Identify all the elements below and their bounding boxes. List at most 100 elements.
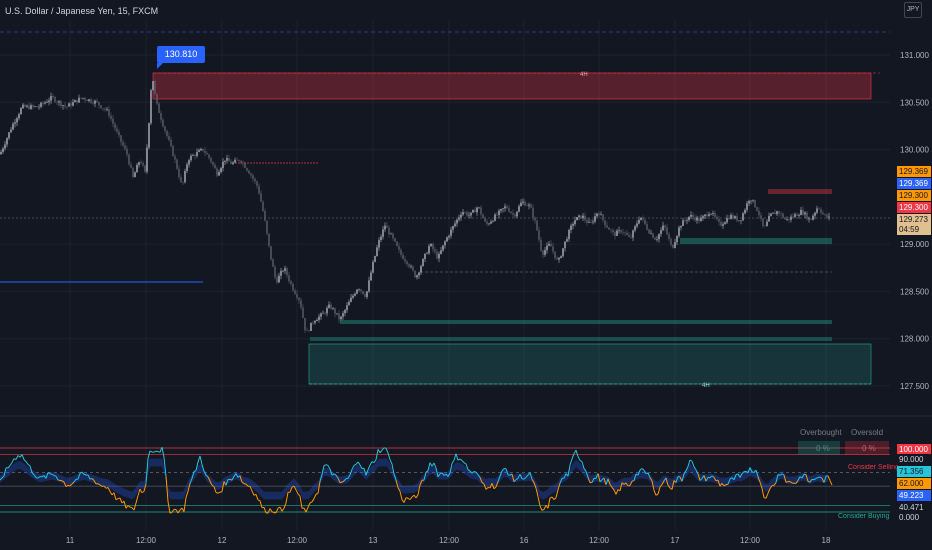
osc-line-segment [655,493,659,496]
osc-line-segment [107,487,111,492]
candle-body [350,297,352,302]
osc-line-segment [249,486,253,492]
osc-line-segment [191,471,195,479]
osc-line-segment [309,501,313,504]
y-tick-label: 127.500 [900,382,929,391]
candle-body [410,266,412,268]
candle-body [610,229,612,231]
x-tick-label: 13 [369,536,378,545]
candle-body [618,230,620,231]
osc-line-segment [779,473,783,476]
osc-line-segment [313,494,317,499]
osc-line-segment [643,470,647,474]
osc-line-segment [697,473,701,481]
candle-body [60,101,62,106]
currency-badge[interactable]: JPY [904,2,922,18]
osc-line-segment [397,487,401,492]
candle-body [94,100,96,104]
osc-line-segment [291,485,295,488]
candle-body [826,214,828,218]
osc-line-segment [449,463,453,473]
y-tick-label: 128.000 [900,335,929,344]
osc-line-segment [289,487,293,493]
osc-line-segment [53,475,57,477]
osc-line-segment [769,485,773,489]
osc-line-segment [661,480,665,485]
osc-line-segment [543,505,547,510]
candle-body [730,214,732,219]
osc-line-segment [777,474,781,476]
osc-line-segment [733,474,737,480]
candle-body [402,254,404,260]
candle-body [230,161,232,164]
osc-line-segment [549,496,553,499]
candle-body [804,212,806,215]
candle-body [780,213,782,214]
candle-body [540,239,542,251]
candle-body [664,225,666,228]
candle-body [158,103,160,114]
osc-line-segment [619,482,623,491]
box-right-value: 0 % [862,444,876,453]
candle-body [304,317,306,331]
candle-body [148,123,150,148]
osc-line-segment [67,484,71,487]
candle-body [584,215,586,221]
candle-body [596,213,598,217]
axis-tag-high: 129.369 [897,166,931,177]
candle-body [444,241,446,246]
candle-body [296,293,298,298]
candle-body [6,138,8,145]
candle-body [714,213,716,217]
osc-line-segment [29,465,33,473]
candle-body [264,211,266,221]
osc-line-segment [93,480,97,485]
candle-body [748,201,750,204]
osc-line-segment [83,473,87,476]
candle-body [794,214,796,218]
osc-line-segment [209,480,213,486]
osc-line-segment [595,473,599,479]
osc-line-segment [469,470,473,474]
candle-body [220,168,222,173]
demand-zone-small [680,238,832,244]
osc-line-segment [311,498,315,503]
osc-line-segment [525,474,529,478]
candle-body [318,316,320,320]
osc-line-segment [559,478,563,484]
osc-line-segment [205,474,209,478]
osc-line-segment [765,493,769,499]
osc-line-segment [393,474,397,481]
candle-body [50,96,52,101]
osc-line-segment [659,484,663,488]
x-tick-label: 12:00 [287,536,308,545]
osc-line-segment [65,484,69,488]
candle-body [68,103,70,107]
osc-line-segment [775,474,779,483]
osc-line-segment [325,464,329,466]
x-tick-label: 16 [520,536,529,545]
candle-body [600,214,602,216]
osc-line-segment [717,479,721,487]
symbol-title[interactable]: U.S. Dollar / Japanese Yen, 15, FXCM [5,6,159,16]
candle-body [628,235,630,237]
candle-body [180,177,182,183]
candle-body [654,237,656,240]
osc-line-segment [789,481,793,484]
osc-line-segment [671,480,675,490]
candle-body [288,275,290,282]
osc-line-segment [381,447,385,451]
candle-body [306,330,308,331]
candle-body [54,97,56,102]
candle-body [346,305,348,311]
osc-line-segment [713,477,717,481]
osc-line-segment [585,471,589,478]
osc-line-segment [275,508,279,514]
candle-body [720,221,722,226]
candle-body [712,213,714,214]
osc-line-segment [763,497,767,499]
osc-line-segment [447,472,451,477]
osc-line-segment [719,482,723,487]
candle-body [166,130,168,137]
